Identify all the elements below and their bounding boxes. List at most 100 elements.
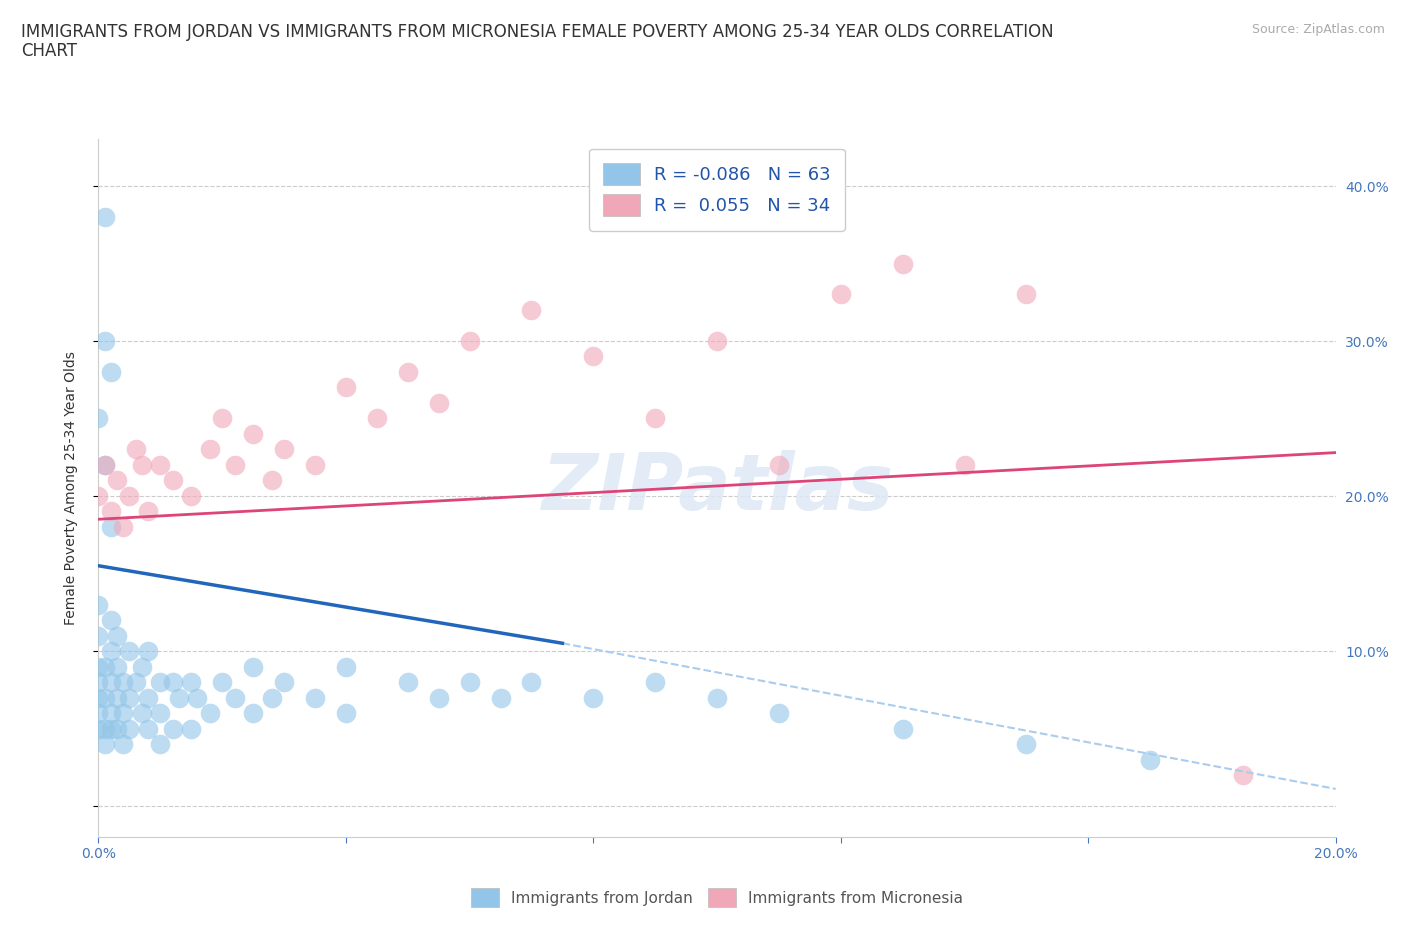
Point <box>87 411 110 426</box>
Point <box>242 659 264 674</box>
Point <box>186 690 208 705</box>
Point <box>242 427 264 442</box>
Legend: Immigrants from Jordan, Immigrants from Micronesia: Immigrants from Jordan, Immigrants from … <box>465 883 969 913</box>
Point <box>1232 767 1254 782</box>
Point <box>335 706 357 721</box>
Point <box>180 488 202 503</box>
Point <box>93 458 115 472</box>
Point <box>118 690 141 705</box>
Point <box>124 674 146 689</box>
Point <box>427 690 450 705</box>
Point <box>112 674 135 689</box>
Point <box>136 721 159 736</box>
Point <box>105 690 128 705</box>
Point <box>105 628 128 643</box>
Point <box>273 442 295 457</box>
Point <box>87 706 110 721</box>
Point <box>520 674 543 689</box>
Y-axis label: Female Poverty Among 25-34 Year Olds: Female Poverty Among 25-34 Year Olds <box>63 352 77 625</box>
Point <box>489 690 512 705</box>
Point <box>149 674 172 689</box>
Point <box>1015 737 1038 751</box>
Point <box>87 628 110 643</box>
Point <box>304 690 326 705</box>
Point <box>520 302 543 317</box>
Point <box>136 644 159 658</box>
Point <box>124 442 146 457</box>
Point <box>242 706 264 721</box>
Point <box>136 690 159 705</box>
Point <box>136 504 159 519</box>
Point <box>706 690 728 705</box>
Point <box>131 458 153 472</box>
Point <box>93 458 115 472</box>
Point <box>87 721 110 736</box>
Point <box>93 721 115 736</box>
Point <box>162 674 184 689</box>
Point <box>131 659 153 674</box>
Point <box>366 411 388 426</box>
Point <box>118 721 141 736</box>
Point <box>87 488 110 503</box>
Point <box>100 365 122 379</box>
Point <box>100 706 122 721</box>
Point <box>891 721 914 736</box>
Point <box>180 674 202 689</box>
Text: CHART: CHART <box>21 42 77 60</box>
Point <box>93 334 115 349</box>
Point <box>706 334 728 349</box>
Text: Source: ZipAtlas.com: Source: ZipAtlas.com <box>1251 23 1385 36</box>
Point <box>396 365 419 379</box>
Point <box>100 674 122 689</box>
Point <box>427 395 450 410</box>
Point <box>93 209 115 224</box>
Point <box>304 458 326 472</box>
Point <box>112 706 135 721</box>
Point <box>582 349 605 364</box>
Point <box>87 674 110 689</box>
Point <box>131 706 153 721</box>
Point <box>118 488 141 503</box>
Point <box>768 458 790 472</box>
Point <box>149 706 172 721</box>
Point <box>224 690 246 705</box>
Point <box>273 674 295 689</box>
Text: ZIPatlas: ZIPatlas <box>541 450 893 526</box>
Point <box>149 458 172 472</box>
Point <box>180 721 202 736</box>
Point <box>118 644 141 658</box>
Point <box>458 674 481 689</box>
Point <box>458 334 481 349</box>
Point <box>211 674 233 689</box>
Point <box>100 613 122 628</box>
Point <box>211 411 233 426</box>
Point <box>891 256 914 271</box>
Point <box>260 690 283 705</box>
Text: IMMIGRANTS FROM JORDAN VS IMMIGRANTS FROM MICRONESIA FEMALE POVERTY AMONG 25-34 : IMMIGRANTS FROM JORDAN VS IMMIGRANTS FRO… <box>21 23 1053 41</box>
Point <box>87 659 110 674</box>
Point <box>93 737 115 751</box>
Point <box>87 690 110 705</box>
Point <box>112 737 135 751</box>
Point <box>582 690 605 705</box>
Point <box>260 473 283 488</box>
Point <box>198 706 221 721</box>
Point <box>100 520 122 535</box>
Point <box>644 674 666 689</box>
Point <box>105 721 128 736</box>
Point <box>830 287 852 302</box>
Point <box>198 442 221 457</box>
Point <box>100 721 122 736</box>
Point <box>335 380 357 395</box>
Point <box>953 458 976 472</box>
Point <box>1015 287 1038 302</box>
Point <box>162 473 184 488</box>
Point <box>167 690 190 705</box>
Point <box>105 473 128 488</box>
Point <box>105 659 128 674</box>
Point <box>87 597 110 612</box>
Point <box>162 721 184 736</box>
Point <box>644 411 666 426</box>
Point <box>396 674 419 689</box>
Point <box>93 659 115 674</box>
